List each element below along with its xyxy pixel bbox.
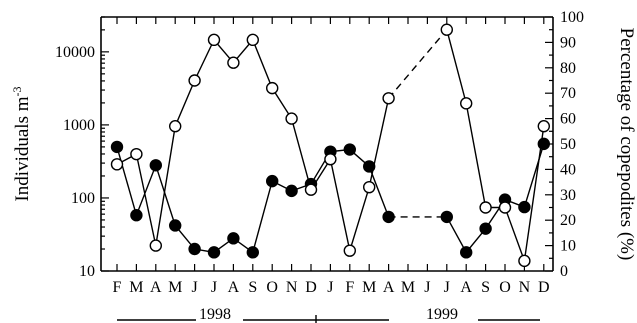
x-tick-label: M	[401, 279, 415, 296]
y2-tick-label: 30	[560, 187, 576, 204]
y2-tick-label: 80	[560, 60, 576, 77]
series-1-point	[285, 184, 298, 198]
x-tick-label: S	[248, 279, 257, 296]
series-2-point	[498, 201, 512, 214]
series-2-line	[446, 29, 545, 262]
x-tick-label: J	[191, 279, 197, 296]
x-tick-label: J	[327, 279, 333, 296]
x-tick-label: O	[266, 279, 278, 296]
series-2-gap-line	[388, 29, 448, 99]
series-2-point	[246, 33, 260, 47]
series-1-point	[168, 219, 182, 232]
series-1-point	[130, 209, 143, 222]
y-tick-label: 1000	[63, 117, 95, 134]
series-2-point	[382, 92, 395, 105]
y2-tick-label: 0	[560, 263, 568, 280]
series-2-point	[130, 147, 143, 161]
y2-tick-label: 20	[560, 212, 576, 229]
x-tick-label: J	[424, 279, 430, 296]
series-2-point	[460, 97, 473, 110]
y2-tick-label: 50	[560, 136, 576, 153]
series-2-point	[188, 74, 201, 87]
series-1-point	[382, 210, 395, 224]
x-tick-label: S	[481, 279, 490, 296]
plot-frame	[100, 16, 554, 272]
y2-tick-label: 70	[560, 85, 576, 102]
y2-tick-label: 60	[560, 111, 576, 128]
series-2-point	[518, 254, 531, 268]
series-2-point	[304, 183, 318, 196]
x-tick-label: M	[129, 279, 143, 296]
series-1-point	[110, 140, 124, 154]
x-tick-label: A	[150, 279, 162, 296]
series-2-point	[343, 244, 356, 257]
series-1-point	[207, 246, 221, 259]
series-2-point	[110, 158, 124, 171]
x-tick-label: D	[305, 279, 317, 296]
series-2-point	[207, 33, 221, 47]
year-label-1999: 1999	[426, 306, 458, 323]
y-axis-label: Individuals m-3	[10, 86, 33, 201]
series-1-point	[537, 137, 550, 151]
x-tick-label: M	[362, 279, 376, 296]
series-2-point	[440, 23, 453, 36]
series-2-point	[285, 112, 298, 125]
x-tick-label: J	[211, 279, 217, 296]
series-1-line	[446, 143, 545, 254]
series-1-point	[246, 246, 260, 259]
year-bar: 1998 1999	[117, 306, 540, 323]
x-tick-label: O	[499, 279, 511, 296]
x-tick-label: J	[444, 279, 450, 296]
series-1-point	[149, 159, 163, 172]
series-1-point	[188, 242, 201, 256]
y-tick-label: 100	[71, 190, 95, 207]
series-group	[110, 23, 550, 268]
series-1-point	[518, 200, 531, 214]
x-tick-label: A	[383, 279, 395, 296]
series-2-point	[479, 201, 492, 214]
y-tick-label: 10	[79, 263, 95, 280]
x-tick-label: D	[538, 279, 550, 296]
series-1-point	[460, 246, 473, 259]
series-2-point	[227, 56, 240, 69]
y2-tick-label: 90	[560, 34, 576, 51]
series-2-point	[324, 153, 337, 166]
x-tick-label: A	[228, 279, 240, 296]
x-tick-label: F	[345, 279, 354, 296]
y2-tick-label: 100	[560, 9, 584, 26]
x-tick-label: N	[519, 279, 531, 296]
series-1-point	[479, 222, 492, 235]
series-1-point	[343, 143, 356, 156]
series-2-point	[363, 180, 376, 194]
y-axis-label-exponent: -3	[10, 86, 24, 96]
x-tick-label: N	[286, 279, 298, 296]
series-1-point	[227, 232, 240, 245]
y-tick-label: 10000	[55, 44, 95, 61]
y2-tick-label: 40	[560, 161, 576, 178]
x-tick-label: F	[113, 279, 122, 296]
series-2-point	[266, 81, 279, 95]
year-label-1998: 1998	[199, 306, 231, 323]
series-1-point	[440, 210, 453, 224]
x-tick-label: A	[460, 279, 472, 296]
y2-axis-label: Percentage of copepodites (%)	[616, 28, 637, 261]
series-2-point	[168, 120, 182, 133]
x-tick-label: M	[168, 279, 182, 296]
series-2-point	[149, 239, 163, 252]
series-2-point	[537, 120, 550, 133]
series-1-point	[266, 174, 279, 188]
y2-tick-label: 10	[560, 238, 576, 255]
series-1-point	[363, 160, 376, 173]
